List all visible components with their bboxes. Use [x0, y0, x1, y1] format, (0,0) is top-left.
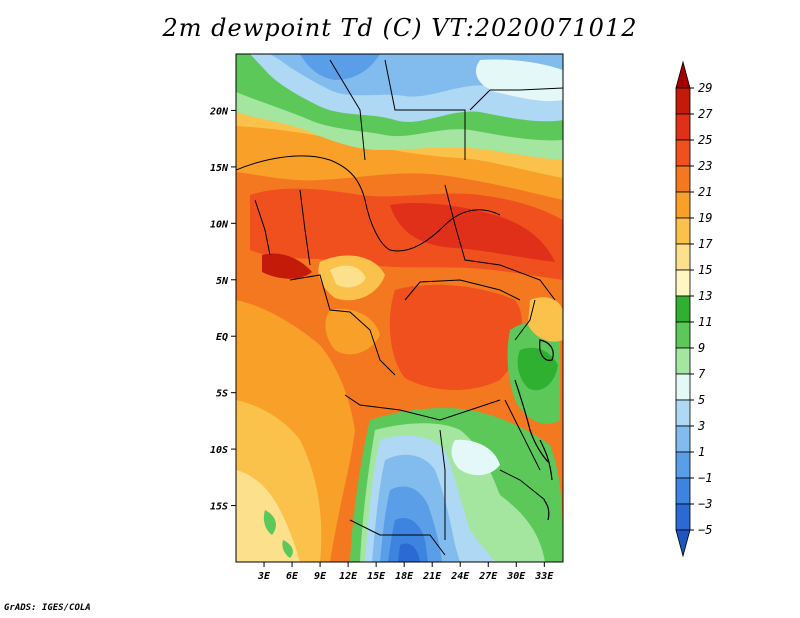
longitude-axis: 3E 6E 9E 12E 15E 18E 21E 24E 27E 30E 33E: [257, 562, 554, 582]
lat-tick-label: 20N: [209, 106, 229, 117]
colorbar-swatch: [675, 217, 691, 245]
lat-tick-label: 10N: [210, 219, 229, 230]
colorbar-swatch: [675, 113, 691, 141]
colorbar-label: 11: [698, 315, 712, 329]
lat-tick-label: 5S: [216, 389, 228, 400]
colorbar-swatch: [675, 295, 691, 323]
colorbar-label: 7: [698, 367, 706, 381]
lat-tick-label: 5N: [216, 276, 229, 287]
map-frame: [235, 53, 564, 563]
colorbar-swatch: [675, 269, 691, 297]
lat-tick-label: 10S: [210, 445, 228, 456]
colorbar-swatch: [675, 347, 691, 375]
colorbar-label: −1: [698, 471, 712, 485]
colorbar-label: −3: [698, 497, 712, 511]
colorbar-swatch: [675, 503, 691, 531]
lat-tick-label: 15N: [210, 163, 229, 174]
colorbar-swatch: [675, 425, 691, 453]
lat-tick-label: 15S: [210, 502, 228, 513]
colorbar-swatch: [675, 165, 691, 193]
lon-tick-label: 27E: [478, 571, 498, 582]
colorbar-label: 9: [698, 341, 705, 355]
colorbar-label: 29: [698, 81, 712, 95]
colorbar-label: 21: [698, 185, 712, 199]
colorbar-swatch: [675, 373, 691, 401]
colorbar-label: 17: [698, 237, 713, 251]
colorbar-label: 1: [698, 445, 705, 459]
colorbar-label: 3: [697, 419, 705, 433]
colorbar-swatch: [675, 451, 691, 479]
lake-outlines: [514, 339, 554, 521]
colorbar-label: 25: [698, 133, 712, 147]
lon-tick-label: 3E: [257, 571, 271, 582]
colorbar-swatch: [675, 139, 691, 167]
colorbar-bottom-arrow: [675, 529, 691, 558]
dewpoint-field: [236, 54, 563, 562]
lon-tick-label: 6E: [286, 571, 299, 582]
colorbar-label: −5: [698, 523, 712, 537]
colorbar-swatch: [675, 399, 691, 427]
colorbar-label: 19: [698, 211, 712, 225]
colorbar-label: 15: [698, 263, 712, 277]
latitude-axis: 20N 15N 10N 5N EQ 5S 10S 15S: [209, 106, 236, 513]
colorbar-swatch: [675, 191, 691, 219]
lon-tick-label: 9E: [314, 571, 327, 582]
colorbar-swatch: [675, 87, 691, 115]
lat-tick-label: EQ: [216, 332, 228, 343]
lon-tick-label: 18E: [395, 571, 414, 582]
lon-tick-label: 12E: [339, 571, 358, 582]
lon-tick-label: 24E: [450, 571, 470, 582]
map-title: 2m dewpoint Td (C) VT:2020071012: [162, 14, 638, 42]
colorbar-swatch: [675, 243, 691, 271]
lon-tick-label: 21E: [422, 571, 442, 582]
colorbar-swatch: [675, 477, 691, 505]
colorbar-label: 5: [698, 393, 705, 407]
country-borders: [236, 59, 563, 556]
grads-credit: GrADS: IGES/COLA: [4, 603, 91, 613]
lon-tick-label: 33E: [534, 571, 554, 582]
colorbar-label: 27: [698, 107, 713, 121]
colorbar-label: 13: [698, 289, 712, 303]
lon-tick-label: 30E: [506, 571, 526, 582]
colorbar-legend: 29 27 25 23 21 19 17 15 13 11 9 7 5 3 1 −1 −3 −5: [675, 60, 713, 558]
lon-tick-label: 15E: [367, 571, 386, 582]
colorbar-label: 23: [698, 159, 712, 173]
colorbar-top-arrow: [675, 60, 691, 89]
colorbar-swatch: [675, 321, 691, 349]
